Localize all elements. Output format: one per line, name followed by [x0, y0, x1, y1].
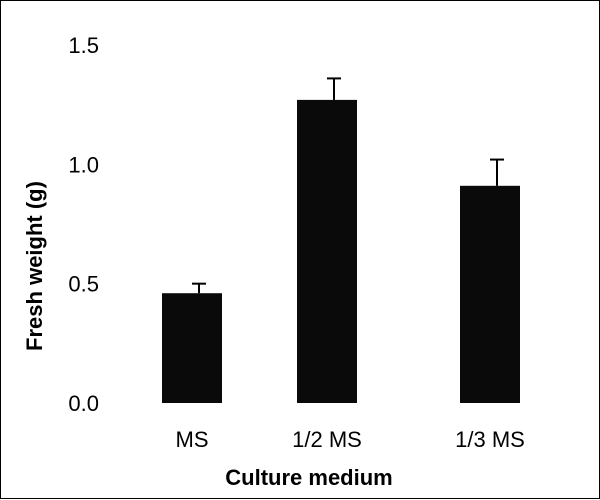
x-tick-label: 1/3 MS	[455, 427, 525, 452]
y-axis-title: Fresh weight (g)	[22, 181, 47, 351]
y-tick-label: 0.5	[68, 272, 99, 297]
bar	[297, 99, 357, 403]
y-axis-ticks: 0.0 0.5 1.0 1.5	[68, 33, 99, 416]
x-axis-ticks: MS 1/2 MS 1/3 MS	[176, 427, 525, 452]
y-tick-label: 1.0	[68, 152, 99, 177]
y-tick-label: 0.0	[68, 391, 99, 416]
bar	[460, 185, 520, 403]
x-tick-label: 1/2 MS	[292, 427, 362, 452]
x-tick-label: MS	[176, 427, 209, 452]
x-axis-title: Culture medium	[225, 465, 392, 490]
bar	[162, 293, 222, 403]
bars	[162, 77, 520, 403]
y-tick-label: 1.5	[68, 33, 99, 58]
